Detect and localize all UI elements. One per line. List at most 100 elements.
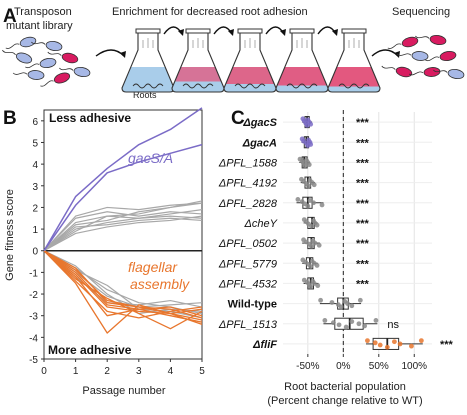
box-group — [300, 116, 314, 129]
gacsa-gene-line — [43, 107, 203, 252]
category-label: ΔgacA — [242, 137, 277, 149]
category-label: Wild-type — [228, 299, 277, 311]
bacterium-icon — [387, 36, 419, 49]
data-point — [314, 263, 320, 268]
bacterium-icon — [2, 49, 33, 64]
bacterium-icon — [433, 68, 465, 80]
panel-b-top-annotation: Less adhesive — [49, 111, 131, 125]
panel-c-x-axis-label-line2: (Percent change relative to WT) — [267, 395, 422, 407]
significance-label: *** — [440, 339, 454, 351]
arrow-icon — [163, 26, 183, 35]
box-group — [297, 156, 312, 169]
bacterium-icon — [12, 70, 45, 80]
sequencing-label: Sequencing — [392, 6, 450, 18]
y-tick-label: -4 — [29, 333, 38, 344]
data-point — [319, 202, 325, 208]
data-point — [308, 264, 314, 269]
data-point — [338, 304, 344, 310]
x-tick-label: 5 — [199, 366, 205, 377]
category-label: ΔPFL_1588 — [218, 157, 278, 169]
panel-b-letter: B — [3, 108, 17, 129]
library-label-line1: Transposon — [14, 6, 72, 18]
flagellar-gene-line — [43, 250, 203, 330]
arrow-icon — [95, 49, 125, 57]
bacterium-icon — [381, 65, 413, 78]
gacsa-label: gacS/A — [128, 150, 173, 166]
y-tick-label: -3 — [29, 312, 38, 323]
data-point — [373, 318, 379, 323]
data-point — [308, 142, 314, 147]
panel-c-letter: C — [231, 108, 245, 129]
x-tick-label: 2 — [104, 366, 110, 377]
panel-c-x-axis-label-line1: Root bacterial population — [284, 381, 406, 393]
data-point — [308, 243, 314, 249]
data-point — [384, 344, 390, 350]
bacterium-icon — [415, 34, 447, 46]
x-tick-label: 50% — [369, 361, 389, 372]
box-group — [301, 277, 321, 290]
data-point — [307, 198, 313, 203]
bacterium-icon — [396, 51, 429, 61]
arrow-icon — [265, 26, 285, 35]
box-group — [295, 196, 325, 209]
data-point — [330, 320, 336, 326]
data-point — [377, 342, 383, 348]
data-point — [311, 182, 317, 188]
data-point — [409, 343, 414, 349]
significance-label: *** — [356, 157, 370, 169]
data-point — [311, 281, 317, 286]
box-group — [318, 297, 363, 310]
bacterium-icon — [425, 50, 457, 62]
panel-c-boxes — [295, 116, 424, 350]
data-point — [308, 223, 314, 229]
data-point — [372, 340, 378, 346]
arrow-icon — [317, 26, 337, 35]
box-group — [299, 176, 317, 189]
panel-a-letter: A — [3, 6, 17, 27]
box-group — [322, 317, 379, 330]
category-label: ΔPFL_4532 — [218, 278, 277, 290]
panel-b-x-ticks: 0 1 2 3 4 5 — [41, 359, 205, 377]
panel-c-category-labels: ΔgacS ΔgacA ΔPFL_1588 ΔPFL_4192 ΔPFL_2828 Δch… — [218, 117, 278, 351]
significance-label: ns — [387, 319, 399, 331]
data-point — [302, 163, 308, 169]
data-point — [336, 322, 342, 328]
data-point — [365, 338, 370, 344]
data-point — [418, 338, 424, 344]
significance-label: *** — [356, 278, 370, 290]
significance-label: *** — [356, 178, 370, 190]
data-point — [322, 318, 328, 323]
y-tick-label: 2 — [32, 203, 38, 214]
flask-icon — [121, 28, 175, 93]
panel-b-plot-frame — [43, 109, 203, 360]
roots-label: Roots — [133, 90, 157, 100]
panel-c-x-ticks: -50% 0% 50% 100% — [296, 354, 427, 372]
category-label: ΔfliF — [252, 339, 277, 351]
box-group — [300, 257, 320, 270]
panel-a: A Transposon mutant library Enrichment f… — [2, 6, 465, 100]
flagellar-gene-line — [43, 250, 203, 334]
y-tick-label: 6 — [32, 117, 38, 128]
data-point — [362, 323, 367, 329]
data-point — [345, 301, 350, 306]
y-tick-label: -2 — [29, 290, 38, 301]
x-tick-label: 4 — [168, 366, 174, 377]
flask-icon — [171, 28, 225, 93]
data-point — [304, 239, 309, 245]
data-point — [357, 297, 363, 303]
x-tick-label: 1 — [73, 366, 79, 377]
panel-b: B -5 -4 -3 -2 -1 0 1 2 3 4 5 6 0 1 2 3 4 5 Less adhesive… — [3, 107, 205, 397]
panel-b-x-axis-label: Passage number — [82, 385, 165, 397]
bacterium-icon — [40, 72, 71, 87]
bacterium-icon — [408, 67, 441, 77]
flask-icon — [275, 28, 329, 93]
flagellar-gene-line — [43, 250, 203, 319]
grey-gene-line — [43, 200, 203, 252]
flask-icon — [223, 28, 277, 93]
significance-label: *** — [356, 218, 370, 230]
data-point — [318, 297, 324, 303]
x-tick-label: -50% — [296, 361, 319, 372]
gacsa-gene-line — [43, 143, 203, 252]
significance-label: *** — [356, 198, 370, 210]
